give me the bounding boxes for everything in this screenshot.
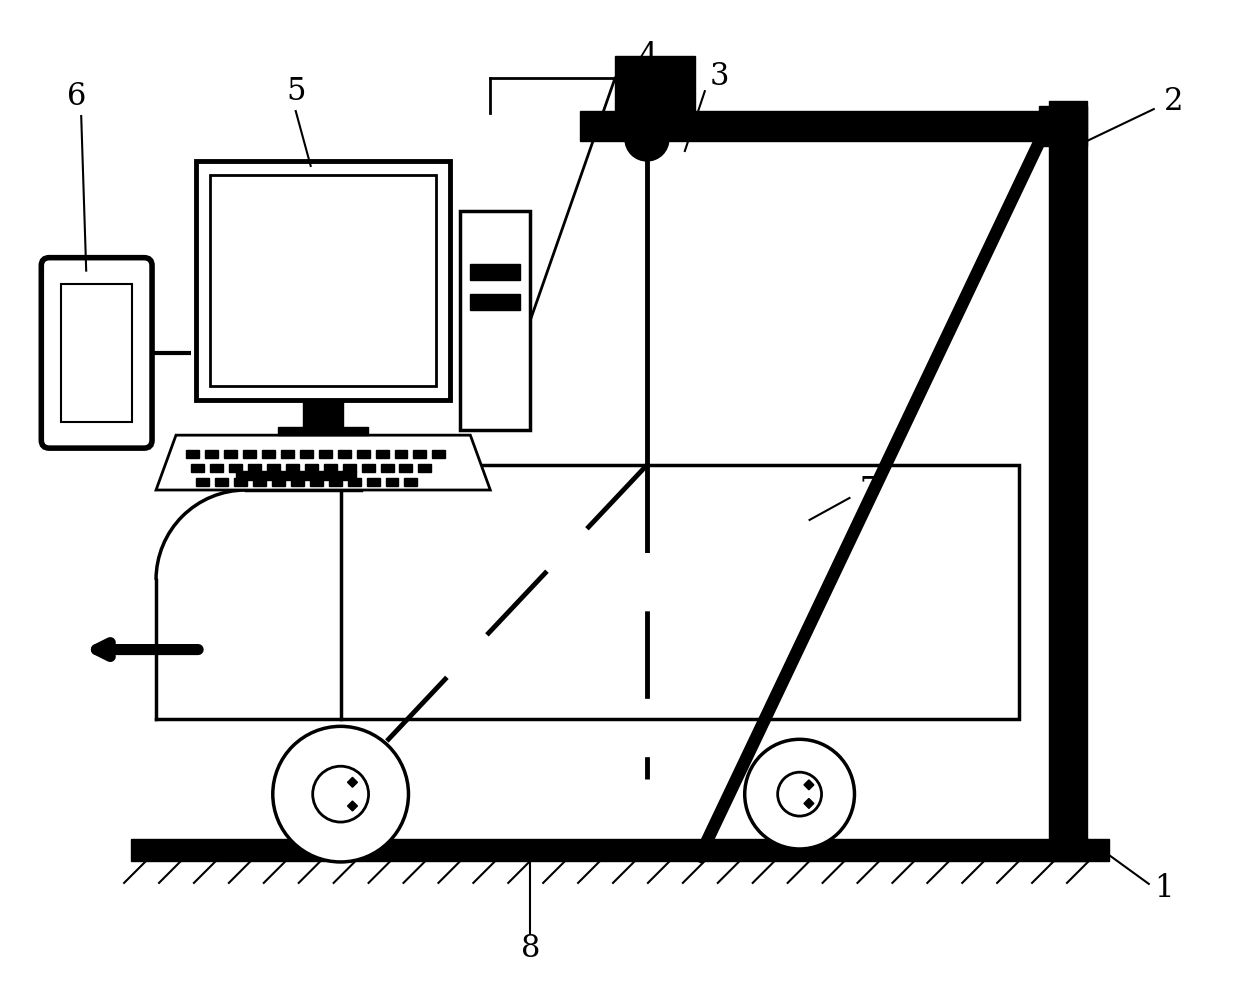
Bar <box>262 450 275 459</box>
Text: 3: 3 <box>711 61 729 92</box>
Bar <box>210 175 436 387</box>
Bar <box>347 478 361 486</box>
Bar <box>386 478 398 486</box>
Circle shape <box>273 726 408 862</box>
Bar <box>310 478 322 486</box>
Circle shape <box>777 772 822 816</box>
Bar <box>248 464 260 472</box>
Bar <box>186 450 198 459</box>
Text: 6: 6 <box>67 81 86 111</box>
Bar <box>253 478 265 486</box>
Bar <box>394 450 408 459</box>
Bar <box>131 839 1109 861</box>
Bar <box>347 777 357 787</box>
Bar <box>342 464 356 472</box>
Bar <box>470 293 521 310</box>
Bar <box>285 464 299 472</box>
Bar <box>347 801 357 811</box>
Bar <box>229 464 242 472</box>
Bar <box>470 264 521 279</box>
Bar <box>804 799 813 809</box>
Bar <box>460 211 531 430</box>
Text: 4: 4 <box>639 40 657 72</box>
Text: 7: 7 <box>859 474 879 506</box>
Text: 5: 5 <box>286 76 305 106</box>
Bar <box>205 450 218 459</box>
Bar <box>280 450 294 459</box>
Bar <box>304 400 343 430</box>
Bar <box>357 450 370 459</box>
Bar <box>236 471 356 480</box>
Bar <box>243 450 255 459</box>
FancyBboxPatch shape <box>41 258 153 448</box>
Circle shape <box>745 739 854 849</box>
Bar <box>196 478 208 486</box>
Bar <box>418 464 432 472</box>
Bar <box>305 464 317 472</box>
Bar <box>329 478 342 486</box>
Bar <box>413 450 427 459</box>
Bar <box>367 478 379 486</box>
Text: 2: 2 <box>1164 86 1183 117</box>
Bar <box>196 161 450 400</box>
Bar <box>337 450 351 459</box>
Bar <box>580 111 1049 141</box>
Bar <box>362 464 374 472</box>
Bar <box>341 465 1019 719</box>
Text: 1: 1 <box>1154 874 1173 904</box>
Bar <box>300 450 312 459</box>
Bar <box>433 450 445 459</box>
Bar <box>210 464 223 472</box>
Polygon shape <box>156 435 490 490</box>
Bar <box>376 450 388 459</box>
Bar <box>278 427 368 435</box>
Bar <box>381 464 393 472</box>
Bar <box>234 478 247 486</box>
Bar <box>191 464 203 472</box>
Bar <box>290 478 304 486</box>
Circle shape <box>312 767 368 822</box>
Bar <box>1049 101 1087 861</box>
Bar <box>267 464 280 472</box>
Bar <box>319 450 331 459</box>
Bar <box>804 780 813 790</box>
Bar <box>215 478 228 486</box>
Bar <box>404 478 418 486</box>
Bar <box>615 56 694 111</box>
Bar <box>324 464 336 472</box>
Bar <box>1039 106 1087 146</box>
Bar <box>399 464 413 472</box>
Bar <box>272 478 285 486</box>
Bar <box>224 450 237 459</box>
Text: 8: 8 <box>521 933 539 964</box>
Bar <box>61 283 133 422</box>
Circle shape <box>625 117 668 161</box>
